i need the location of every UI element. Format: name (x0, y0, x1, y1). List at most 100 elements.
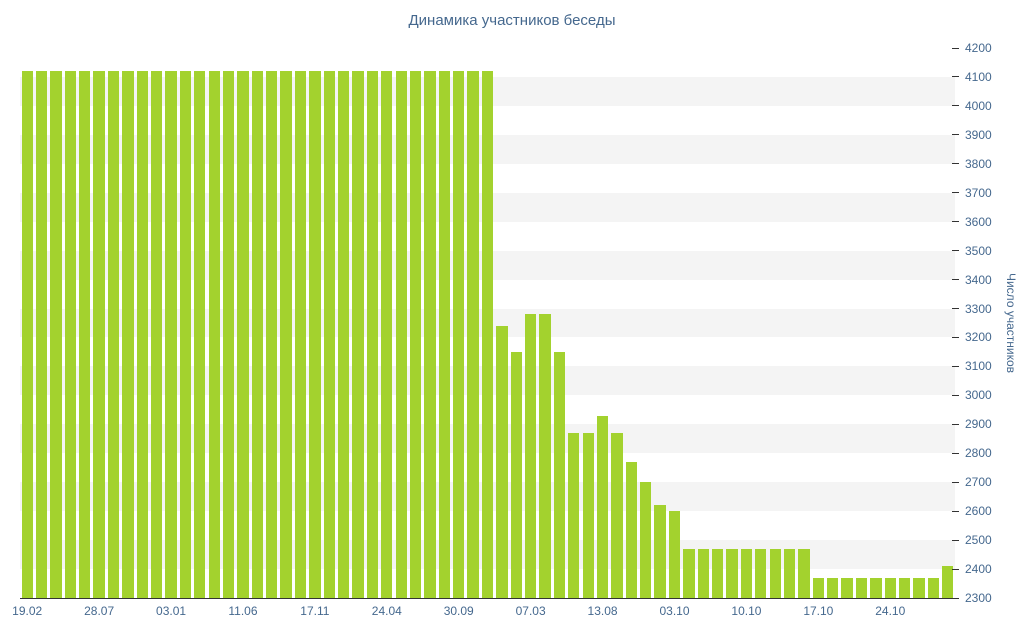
y-tick (952, 163, 959, 165)
y-tick-label: 3500 (965, 243, 992, 258)
bar (251, 71, 264, 598)
bar (913, 577, 925, 598)
bar (668, 511, 681, 598)
y-tick (952, 568, 959, 570)
bar (467, 71, 479, 598)
bar (237, 71, 249, 598)
bar (222, 71, 235, 598)
y-tick-label: 3700 (965, 185, 992, 200)
bar (366, 71, 379, 598)
bar (136, 71, 148, 598)
bar (424, 71, 436, 598)
x-tick-label: 24.10 (875, 604, 906, 618)
x-tick-label: 11.06 (228, 604, 258, 618)
bar (841, 577, 853, 598)
bar (294, 71, 307, 598)
bar (150, 71, 163, 598)
y-tick-label: 4200 (965, 41, 992, 55)
y-tick (952, 510, 959, 512)
bar (481, 71, 494, 598)
x-tick-label: 07.03 (515, 604, 546, 618)
y-tick-label: 3300 (965, 301, 992, 316)
y-tick-label: 2900 (965, 417, 992, 432)
bar (496, 325, 508, 598)
bar (798, 548, 810, 598)
bar (453, 71, 465, 598)
bar (352, 71, 364, 598)
y-tick (952, 192, 959, 194)
y-tick-label: 2800 (965, 446, 992, 461)
y-tick-label: 2300 (965, 591, 992, 605)
y-tick-label: 2400 (965, 562, 992, 577)
y-tick (952, 365, 959, 367)
bar (50, 71, 62, 598)
y-tick-label: 2700 (965, 475, 992, 490)
bar (524, 314, 537, 598)
bar (827, 577, 839, 598)
y-axis-title: Число участников (1004, 272, 1018, 374)
bar (438, 71, 451, 598)
bar (409, 71, 422, 598)
bar (510, 351, 522, 598)
bar (654, 505, 666, 598)
y-tick (952, 105, 959, 107)
bar (122, 71, 134, 598)
bar (323, 71, 335, 598)
y-tick (952, 539, 959, 541)
bar (855, 577, 868, 598)
x-tick-label: 30.09 (443, 604, 474, 618)
y-tick (952, 279, 959, 281)
bar (927, 577, 940, 598)
y-tick-label: 3800 (965, 156, 992, 171)
bar (266, 71, 278, 598)
y-tick-label: 3400 (965, 272, 992, 287)
bar (280, 71, 292, 598)
x-tick-label: 19.02 (12, 604, 43, 618)
bar (107, 71, 120, 598)
x-tick-label: 28.07 (84, 604, 115, 618)
bar (740, 548, 753, 598)
bar (35, 71, 48, 598)
bar (309, 71, 321, 598)
chart-title: Динамика участников беседы (408, 12, 616, 29)
y-tick-label: 2500 (965, 533, 992, 548)
x-tick-label: 10.10 (731, 604, 762, 618)
x-tick-label: 17.11 (300, 604, 330, 618)
x-tick-label: 24.04 (371, 604, 402, 618)
bar (395, 71, 407, 598)
y-tick-label: 3100 (965, 359, 992, 374)
x-tick-label: 13.08 (587, 604, 618, 618)
y-axis-labels: 4200 4100 4000 3900 3800 3700 3600 3500 3400 3300… (957, 42, 1003, 604)
y-tick (952, 423, 959, 425)
bar (21, 71, 33, 598)
y-tick (952, 221, 959, 223)
x-tick-label: 03.10 (659, 604, 690, 618)
bar (93, 71, 105, 598)
y-tick (952, 308, 959, 310)
y-tick (952, 481, 959, 483)
bar (337, 71, 350, 598)
bar (539, 314, 551, 598)
y-tick (952, 76, 959, 78)
y-tick-label: 3000 (965, 388, 992, 403)
y-tick-label: 3600 (965, 214, 992, 229)
bar (79, 71, 91, 598)
y-tick-label: 4100 (965, 69, 992, 84)
y-tick (952, 452, 959, 454)
y-tick-label: 4000 (965, 98, 992, 113)
y-tick (952, 597, 959, 599)
x-axis-labels: 19.02 28.07 03.01 11.06 17.11 24.04 30.09 07.03… (12, 604, 955, 620)
bar (942, 566, 954, 598)
bar (64, 71, 77, 598)
y-tick-label: 3200 (965, 330, 992, 345)
bar (165, 71, 177, 598)
bar (711, 548, 724, 598)
bar (783, 548, 796, 598)
y-tick (952, 394, 959, 396)
y-tick (952, 47, 959, 49)
bar (194, 71, 206, 598)
bar (625, 461, 638, 598)
y-tick-label: 2600 (965, 504, 992, 519)
bar (726, 548, 738, 598)
bar (208, 71, 220, 598)
